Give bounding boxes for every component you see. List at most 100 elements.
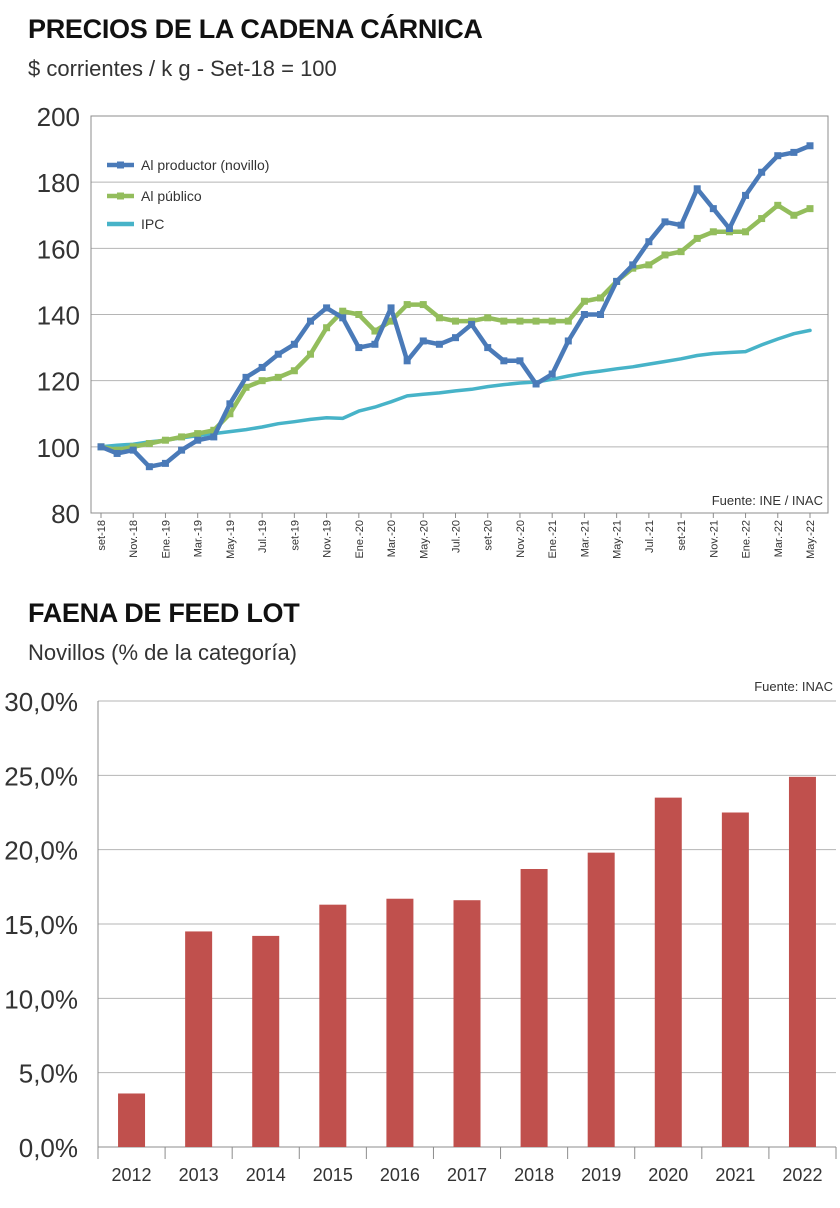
feedlot-x-tick-label: 2021 bbox=[715, 1165, 755, 1185]
price-plot-frame bbox=[90, 115, 829, 514]
data-point-marker bbox=[274, 373, 282, 381]
data-point-marker bbox=[500, 317, 508, 325]
data-point-marker bbox=[677, 248, 685, 256]
price-x-tick-label: May.-22 bbox=[805, 520, 817, 559]
feedlot-x-tick-label: 2020 bbox=[648, 1165, 688, 1185]
price-x-tick-label: Jul.-20 bbox=[451, 520, 463, 553]
data-point-marker bbox=[484, 314, 492, 322]
data-point-marker bbox=[161, 459, 169, 467]
feedlot-bar bbox=[587, 852, 615, 1147]
legend-swatch-marker bbox=[117, 161, 124, 169]
data-point-marker bbox=[758, 215, 766, 223]
feedlot-x-tick-label: 2015 bbox=[313, 1165, 353, 1185]
data-point-marker bbox=[613, 277, 621, 285]
data-point-marker bbox=[355, 311, 363, 318]
price-x-tick-label: May.-19 bbox=[225, 520, 237, 559]
price-chart-subtitle: $ corrientes / k g - Set-18 = 100 bbox=[28, 56, 337, 81]
data-point-marker bbox=[806, 205, 814, 213]
feedlot-y-tick-label: 15,0% bbox=[4, 910, 78, 940]
price-x-tick-label: set-20 bbox=[483, 520, 495, 551]
data-point-marker bbox=[435, 314, 443, 322]
data-point-marker bbox=[677, 221, 685, 229]
data-point-marker bbox=[484, 344, 492, 352]
legend-swatch-marker bbox=[117, 192, 124, 200]
data-point-marker bbox=[661, 251, 669, 259]
data-point-marker bbox=[742, 228, 750, 236]
data-point-marker bbox=[564, 337, 572, 345]
data-point-marker bbox=[742, 191, 750, 199]
feedlot-x-tick-label: 2013 bbox=[179, 1165, 219, 1185]
price-y-tick-label: 200 bbox=[37, 102, 80, 132]
data-point-marker bbox=[210, 426, 218, 434]
feedlot-x-tick-label: 2018 bbox=[514, 1165, 554, 1185]
data-point-marker bbox=[580, 311, 588, 318]
price-y-tick-label: 80 bbox=[51, 499, 80, 529]
data-point-marker bbox=[97, 443, 105, 451]
price-x-tick-label: May.-20 bbox=[418, 520, 430, 559]
data-point-marker bbox=[629, 261, 637, 269]
data-point-marker bbox=[564, 317, 572, 325]
legend-ipc: IPC bbox=[107, 216, 164, 232]
feedlot-y-tick-label: 0,0% bbox=[19, 1133, 78, 1163]
feedlot-bar bbox=[520, 868, 548, 1147]
data-point-marker bbox=[387, 317, 395, 325]
data-point-marker bbox=[419, 301, 427, 309]
feedlot-bar bbox=[721, 812, 749, 1147]
data-point-marker bbox=[145, 440, 153, 448]
data-point-marker bbox=[113, 449, 121, 457]
data-point-marker bbox=[387, 304, 395, 312]
data-point-marker bbox=[693, 185, 701, 193]
data-point-marker bbox=[419, 337, 427, 345]
price-y-tick-label: 120 bbox=[37, 367, 80, 397]
data-point-marker bbox=[306, 317, 314, 325]
legend-label: Al público bbox=[141, 188, 202, 204]
data-point-marker bbox=[806, 142, 814, 150]
feedlot-source-note: Fuente: INAC bbox=[754, 679, 833, 694]
data-point-marker bbox=[178, 433, 186, 441]
data-point-marker bbox=[242, 373, 250, 381]
data-point-marker bbox=[306, 350, 314, 358]
price-x-tick-label: Nov.-19 bbox=[322, 520, 334, 558]
data-point-marker bbox=[226, 400, 234, 408]
price-x-tick-label: Nov.-20 bbox=[515, 520, 527, 558]
price-y-tick-label: 160 bbox=[37, 234, 80, 264]
price-x-tick-label: May.-21 bbox=[612, 520, 624, 559]
data-point-marker bbox=[709, 228, 717, 236]
price-line-chart: 80 100 120 140 160 180 200 set-18 Nov.-18 Ene.-19… bbox=[37, 102, 829, 559]
data-point-marker bbox=[516, 317, 524, 325]
data-point-marker bbox=[435, 340, 443, 348]
data-point-marker bbox=[580, 297, 588, 305]
price-x-tick-label: Mar.-19 bbox=[193, 520, 205, 557]
data-point-marker bbox=[274, 350, 282, 358]
data-point-marker bbox=[290, 367, 298, 375]
feedlot-x-tick-label: 2014 bbox=[246, 1165, 286, 1185]
data-point-marker bbox=[194, 436, 202, 444]
data-point-marker bbox=[242, 383, 250, 391]
data-point-marker bbox=[371, 340, 379, 348]
price-x-tick-label: Nov.-18 bbox=[128, 520, 140, 558]
data-point-marker bbox=[725, 224, 733, 232]
price-x-tick-label: set-19 bbox=[289, 520, 301, 551]
feedlot-x-tick-label: 2016 bbox=[380, 1165, 420, 1185]
data-point-marker bbox=[178, 446, 186, 454]
price-chart-title: PRECIOS DE LA CADENA CÁRNICA bbox=[28, 14, 483, 44]
data-point-marker bbox=[258, 363, 266, 371]
feedlot-y-tick-label: 30,0% bbox=[4, 687, 78, 717]
data-point-marker bbox=[210, 433, 218, 441]
price-y-tick-label: 140 bbox=[37, 301, 80, 331]
data-point-marker bbox=[500, 357, 508, 365]
data-point-marker bbox=[645, 238, 653, 246]
feedlot-chart-title: FAENA DE FEED LOT bbox=[28, 598, 300, 628]
feedlot-bar bbox=[252, 935, 280, 1147]
price-y-tick-label: 100 bbox=[37, 433, 80, 463]
feedlot-bar bbox=[453, 900, 481, 1147]
data-point-marker bbox=[403, 301, 411, 309]
legend-publico: Al público bbox=[107, 188, 202, 204]
data-point-marker bbox=[403, 357, 411, 365]
price-x-tick-label: Mar.-20 bbox=[386, 520, 398, 557]
price-x-tick-label: Ene.-19 bbox=[160, 520, 172, 559]
price-x-tick-label: Mar.-22 bbox=[773, 520, 785, 557]
feedlot-y-tick-label: 20,0% bbox=[4, 836, 78, 866]
price-x-tick-label: set-18 bbox=[96, 520, 108, 551]
